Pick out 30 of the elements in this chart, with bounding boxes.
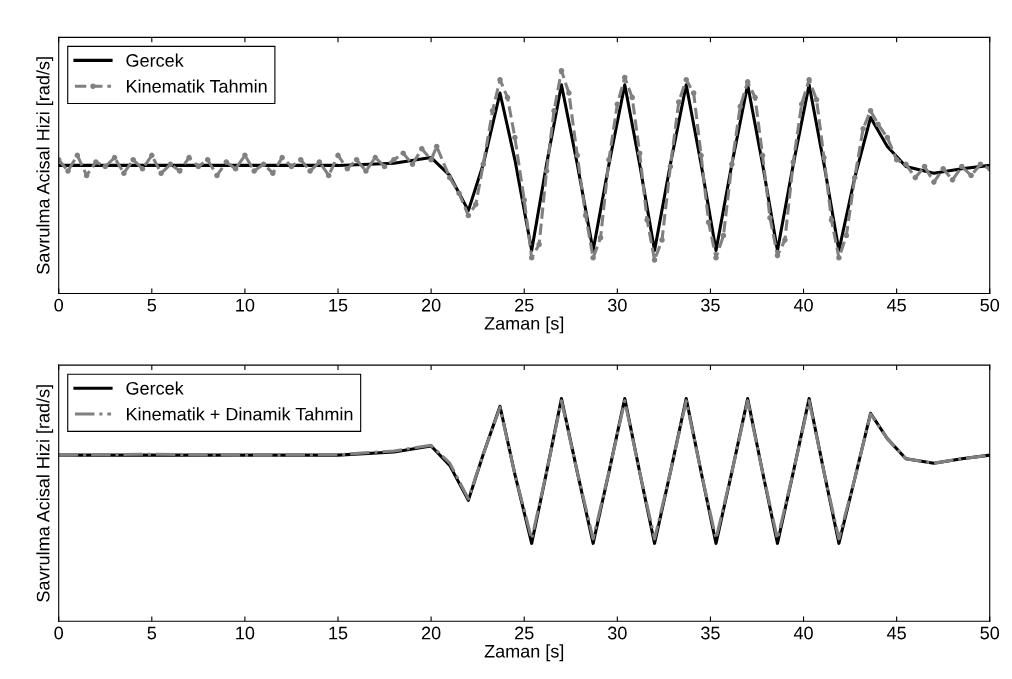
x-tick-label: 25 (515, 626, 534, 640)
x-tick-label: 15 (329, 298, 348, 312)
x-tick-label: 45 (887, 298, 906, 312)
x-tick-label: 10 (236, 626, 255, 640)
x-tick-label: 50 (980, 626, 1000, 640)
x-tick-label: 20 (421, 298, 441, 312)
x-tick-label: 10 (236, 298, 255, 312)
x-tick-label: 35 (701, 298, 720, 312)
x-tick-label: 20 (421, 626, 441, 640)
legend-label: Gercek (126, 381, 184, 395)
x-tick-label: 0 (54, 298, 64, 312)
x-tick-label: 15 (329, 626, 348, 640)
x-tick-label: 0 (54, 626, 64, 640)
x-tick-label: 30 (607, 298, 627, 312)
x-axis-title: Zaman [s] (484, 316, 564, 334)
x-tick-label: 25 (515, 298, 534, 312)
y-axis-title: Savrulma Acisal Hizi [rad/s] (36, 385, 54, 602)
x-tick-label: 5 (147, 626, 157, 640)
x-tick-label: 35 (701, 626, 720, 640)
legend-label: Kinematik Tahmin (126, 79, 267, 93)
x-tick-label: 50 (980, 298, 1000, 312)
x-tick-label: 45 (887, 626, 906, 640)
x-axis-title: Zaman [s] (484, 644, 564, 662)
legend-label: Gercek (126, 53, 184, 67)
x-tick-label: 30 (607, 626, 627, 640)
x-tick-label: 40 (793, 626, 813, 640)
y-axis-title: Savrulma Acisal Hizi [rad/s] (36, 57, 54, 274)
x-tick-label: 5 (147, 298, 157, 312)
legend-label: Kinematik + Dinamik Tahmin (126, 407, 353, 421)
x-tick-label: 40 (793, 298, 813, 312)
